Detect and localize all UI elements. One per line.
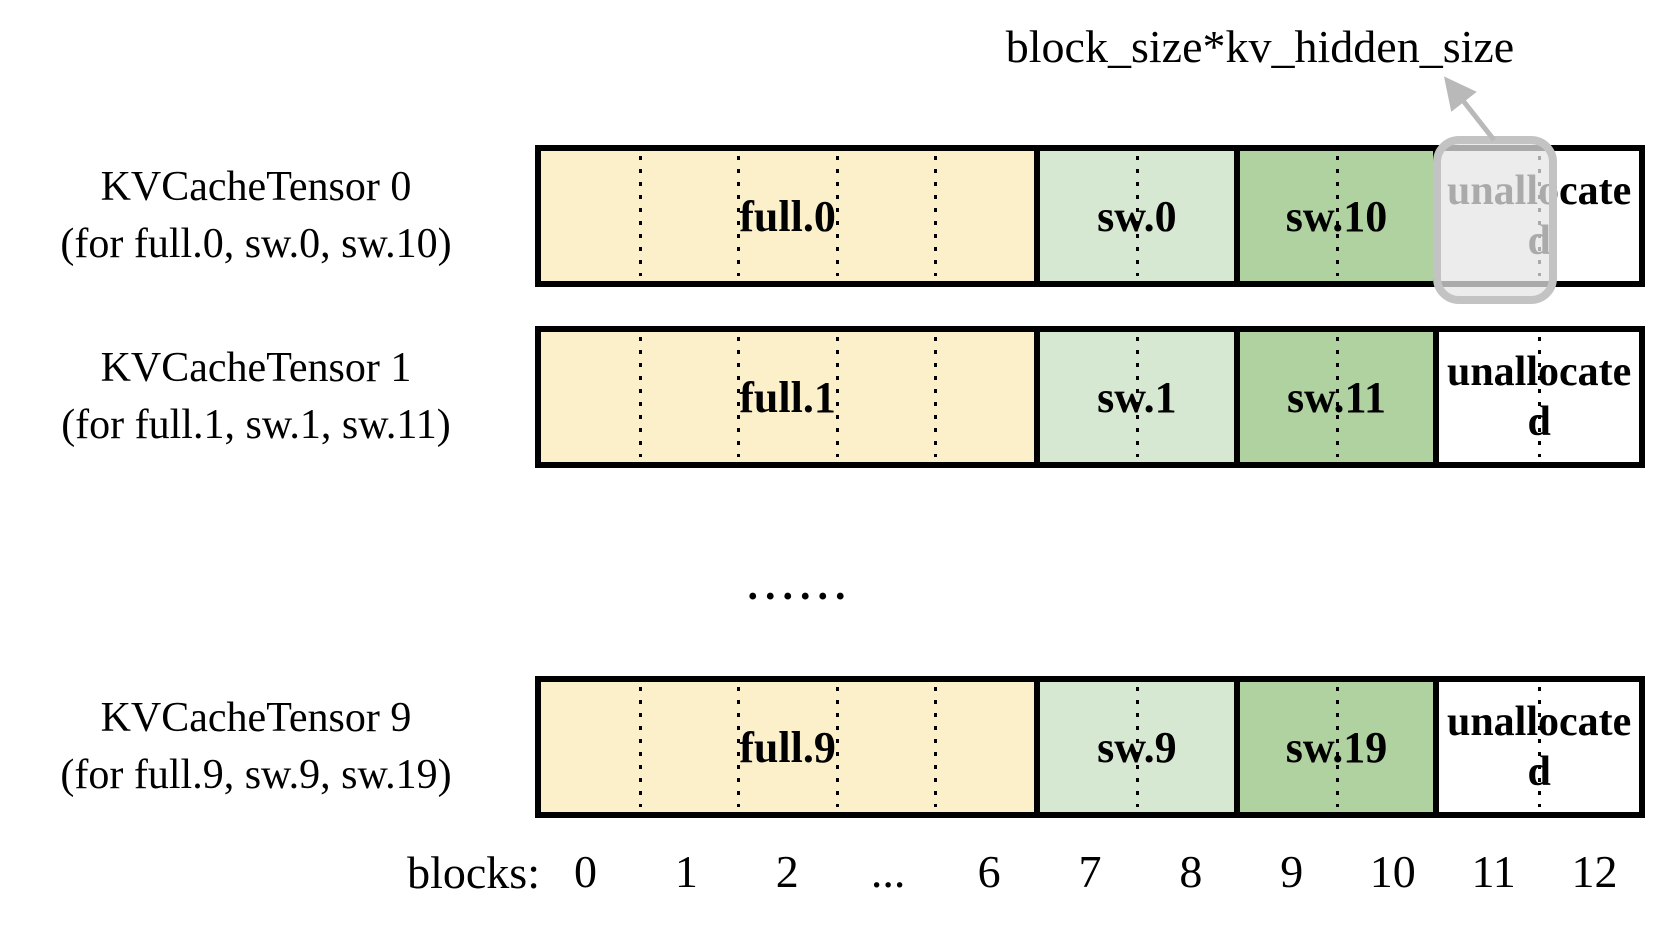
- blocks-axis-label: blocks:: [407, 847, 540, 898]
- axis-tick: 1: [674, 846, 698, 897]
- axis-tick: 8: [1179, 846, 1203, 897]
- block-divider: [835, 156, 839, 276]
- tensor-0-label: KVCacheTensor 0 (for full.0, sw.0, sw.10…: [8, 145, 504, 287]
- block-divider: [1135, 156, 1139, 276]
- block-divider: [934, 156, 938, 276]
- tensor-9-segment-sw2: sw.19: [1239, 682, 1440, 812]
- axis-tick: 9: [1280, 846, 1304, 897]
- segment-label: unallocated: [1446, 699, 1632, 795]
- tensor-9-label: KVCacheTensor 9 (for full.9, sw.9, sw.19…: [8, 676, 504, 818]
- segment-label: full.1: [739, 372, 836, 422]
- tensor-0-segment-full: full.0: [541, 151, 1041, 281]
- segment-label: sw.10: [1285, 191, 1388, 241]
- tensor-1-bar: full.1 sw.1 sw.11 unallocated: [535, 326, 1645, 468]
- tensor-0-title: KVCacheTensor 0: [100, 164, 412, 210]
- block-divider: [737, 687, 741, 807]
- block-divider: [638, 687, 642, 807]
- blocks-axis-ticks: 0 1 2 ... 6 7 8 9 10 11 12: [535, 846, 1645, 898]
- tensor-9-segment-sw: sw.9: [1040, 682, 1240, 812]
- block-divider: [1335, 156, 1339, 276]
- axis-tick: 12: [1571, 846, 1618, 897]
- tensor-row-9: KVCacheTensor 9 (for full.9, sw.9, sw.19…: [0, 676, 1676, 818]
- block-divider: [1135, 337, 1139, 457]
- axis-tick: ...: [870, 846, 906, 897]
- tensor-1-segment-sw2: sw.11: [1239, 332, 1440, 462]
- tensor-9-title: KVCacheTensor 9: [100, 695, 412, 741]
- segment-label: sw.0: [1097, 191, 1177, 241]
- block-divider: [737, 156, 741, 276]
- tensor-9-subtitle: (for full.9, sw.9, sw.19): [60, 752, 452, 798]
- block-divider: [737, 337, 741, 457]
- axis-tick: 2: [775, 846, 799, 897]
- block-divider: [934, 337, 938, 457]
- tensor-1-title: KVCacheTensor 1: [100, 345, 412, 391]
- tensor-1-label: KVCacheTensor 1 (for full.1, sw.1, sw.11…: [8, 326, 504, 468]
- tensor-1-subtitle: (for full.1, sw.1, sw.11): [61, 402, 451, 448]
- block-divider: [835, 337, 839, 457]
- tensor-0-subtitle: (for full.0, sw.0, sw.10): [60, 221, 452, 267]
- segment-label: sw.1: [1097, 372, 1177, 422]
- tensor-0-segment-sw: sw.0: [1040, 151, 1240, 281]
- tensor-9-segment-unallocated: unallocated: [1439, 682, 1639, 812]
- tensor-9-bar: full.9 sw.9 sw.19 unallocated: [535, 676, 1645, 818]
- segment-label: unallocated: [1446, 349, 1632, 445]
- tensor-1-segment-sw: sw.1: [1040, 332, 1240, 462]
- tensor-1-segment-unallocated: unallocated: [1439, 332, 1639, 462]
- tensor-1-segment-full: full.1: [541, 332, 1041, 462]
- axis-tick: 10: [1369, 846, 1416, 897]
- block-divider: [1135, 687, 1139, 807]
- segment-label: sw.19: [1285, 722, 1388, 772]
- axis-tick: 6: [977, 846, 1001, 897]
- block-divider: [1335, 337, 1339, 457]
- rows-ellipsis: ......: [747, 563, 853, 609]
- block-divider: [835, 687, 839, 807]
- tensor-row-0: KVCacheTensor 0 (for full.0, sw.0, sw.10…: [0, 145, 1676, 287]
- segment-label: sw.9: [1097, 722, 1177, 772]
- segment-label: full.9: [739, 722, 836, 772]
- axis-tick: 0: [573, 846, 597, 897]
- block-divider: [1538, 687, 1542, 807]
- block-size-highlight-box: [1433, 136, 1557, 304]
- segment-label: full.0: [739, 191, 836, 241]
- block-divider: [1538, 337, 1542, 457]
- segment-label: sw.11: [1286, 372, 1387, 422]
- tensor-row-1: KVCacheTensor 1 (for full.1, sw.1, sw.11…: [0, 326, 1676, 468]
- axis-tick: 11: [1471, 846, 1516, 897]
- block-size-annotation: block_size*kv_hidden_size: [1005, 21, 1515, 72]
- axis-tick: 7: [1078, 846, 1102, 897]
- block-divider: [1335, 687, 1339, 807]
- block-divider: [934, 687, 938, 807]
- tensor-9-segment-full: full.9: [541, 682, 1041, 812]
- annotation-arrow-icon: [1443, 76, 1496, 142]
- tensor-0-segment-sw2: sw.10: [1239, 151, 1440, 281]
- block-divider: [638, 156, 642, 276]
- block-divider: [638, 337, 642, 457]
